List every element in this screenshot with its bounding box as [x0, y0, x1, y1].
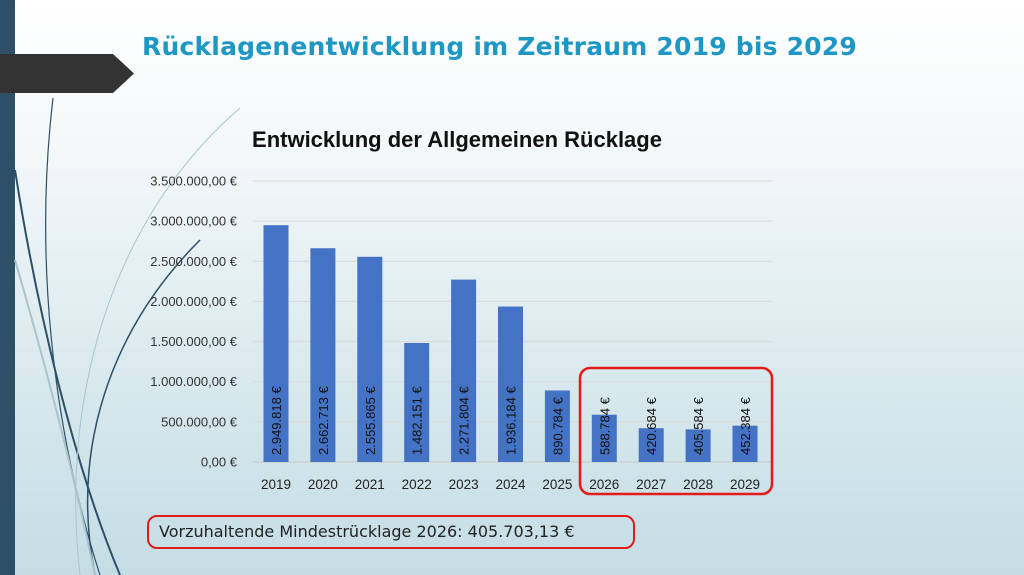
x-tick-label: 2023: [449, 477, 479, 492]
data-label: 1.482.151 €: [410, 386, 425, 455]
sidebar-stripe: [0, 0, 15, 575]
data-label: 2.555.865 €: [363, 386, 378, 455]
y-tick-label: 500.000,00 €: [161, 414, 238, 429]
y-tick-label: 2.500.000,00 €: [150, 254, 238, 269]
data-label: 405.584 €: [691, 396, 706, 455]
bar-2026: [591, 414, 617, 462]
data-label: 2.662.713 €: [316, 386, 331, 455]
bar-2022: [404, 343, 430, 462]
bar-2021: [357, 256, 383, 462]
y-tick-label: 3.500.000,00 €: [150, 174, 238, 189]
x-tick-label: 2025: [542, 477, 572, 492]
y-tick-label: 1.000.000,00 €: [150, 374, 238, 389]
data-label: 588.784 €: [597, 396, 612, 455]
data-label: 452.384 €: [738, 396, 753, 455]
bar-2029: [732, 425, 758, 462]
chart-title: Entwicklung der Allgemeinen Rücklage: [252, 127, 662, 152]
minimum-reserve-note: Vorzuhaltende Mindestrücklage 2026: 405.…: [147, 515, 635, 549]
arrow-banner: [0, 54, 134, 93]
data-label: 420.684 €: [644, 396, 659, 455]
bar-2024: [498, 306, 523, 462]
highlight-box: [578, 366, 774, 496]
x-tick-label: 2027: [636, 477, 666, 492]
x-tick-label: 2020: [308, 477, 338, 492]
y-tick-label: 3.000.000,00 €: [150, 214, 238, 229]
bar-2019: [263, 225, 289, 462]
slide-title: Rücklagenentwicklung im Zeitraum 2019 bi…: [142, 32, 857, 61]
y-tick-label: 0,00 €: [201, 455, 238, 470]
data-label: 2.949.818 €: [269, 386, 284, 455]
data-label: 890.784 €: [550, 396, 565, 455]
y-tick-label: 1.500.000,00 €: [150, 334, 238, 349]
x-tick-label: 2028: [683, 477, 713, 492]
x-tick-label: 2022: [402, 477, 432, 492]
x-tick-label: 2019: [261, 477, 291, 492]
bar-2020: [310, 248, 336, 462]
bar-2023: [451, 279, 477, 462]
x-tick-label: 2024: [495, 477, 526, 492]
x-tick-label: 2029: [730, 477, 760, 492]
x-tick-label: 2021: [355, 477, 385, 492]
bar-2025: [544, 390, 570, 462]
bar-2027: [638, 428, 664, 462]
data-label: 2.271.804 €: [457, 386, 472, 455]
bar-2028: [685, 429, 711, 462]
data-label: 1.936.184 €: [504, 386, 519, 455]
x-tick-label: 2026: [589, 477, 619, 492]
y-tick-label: 2.000.000,00 €: [150, 294, 238, 309]
